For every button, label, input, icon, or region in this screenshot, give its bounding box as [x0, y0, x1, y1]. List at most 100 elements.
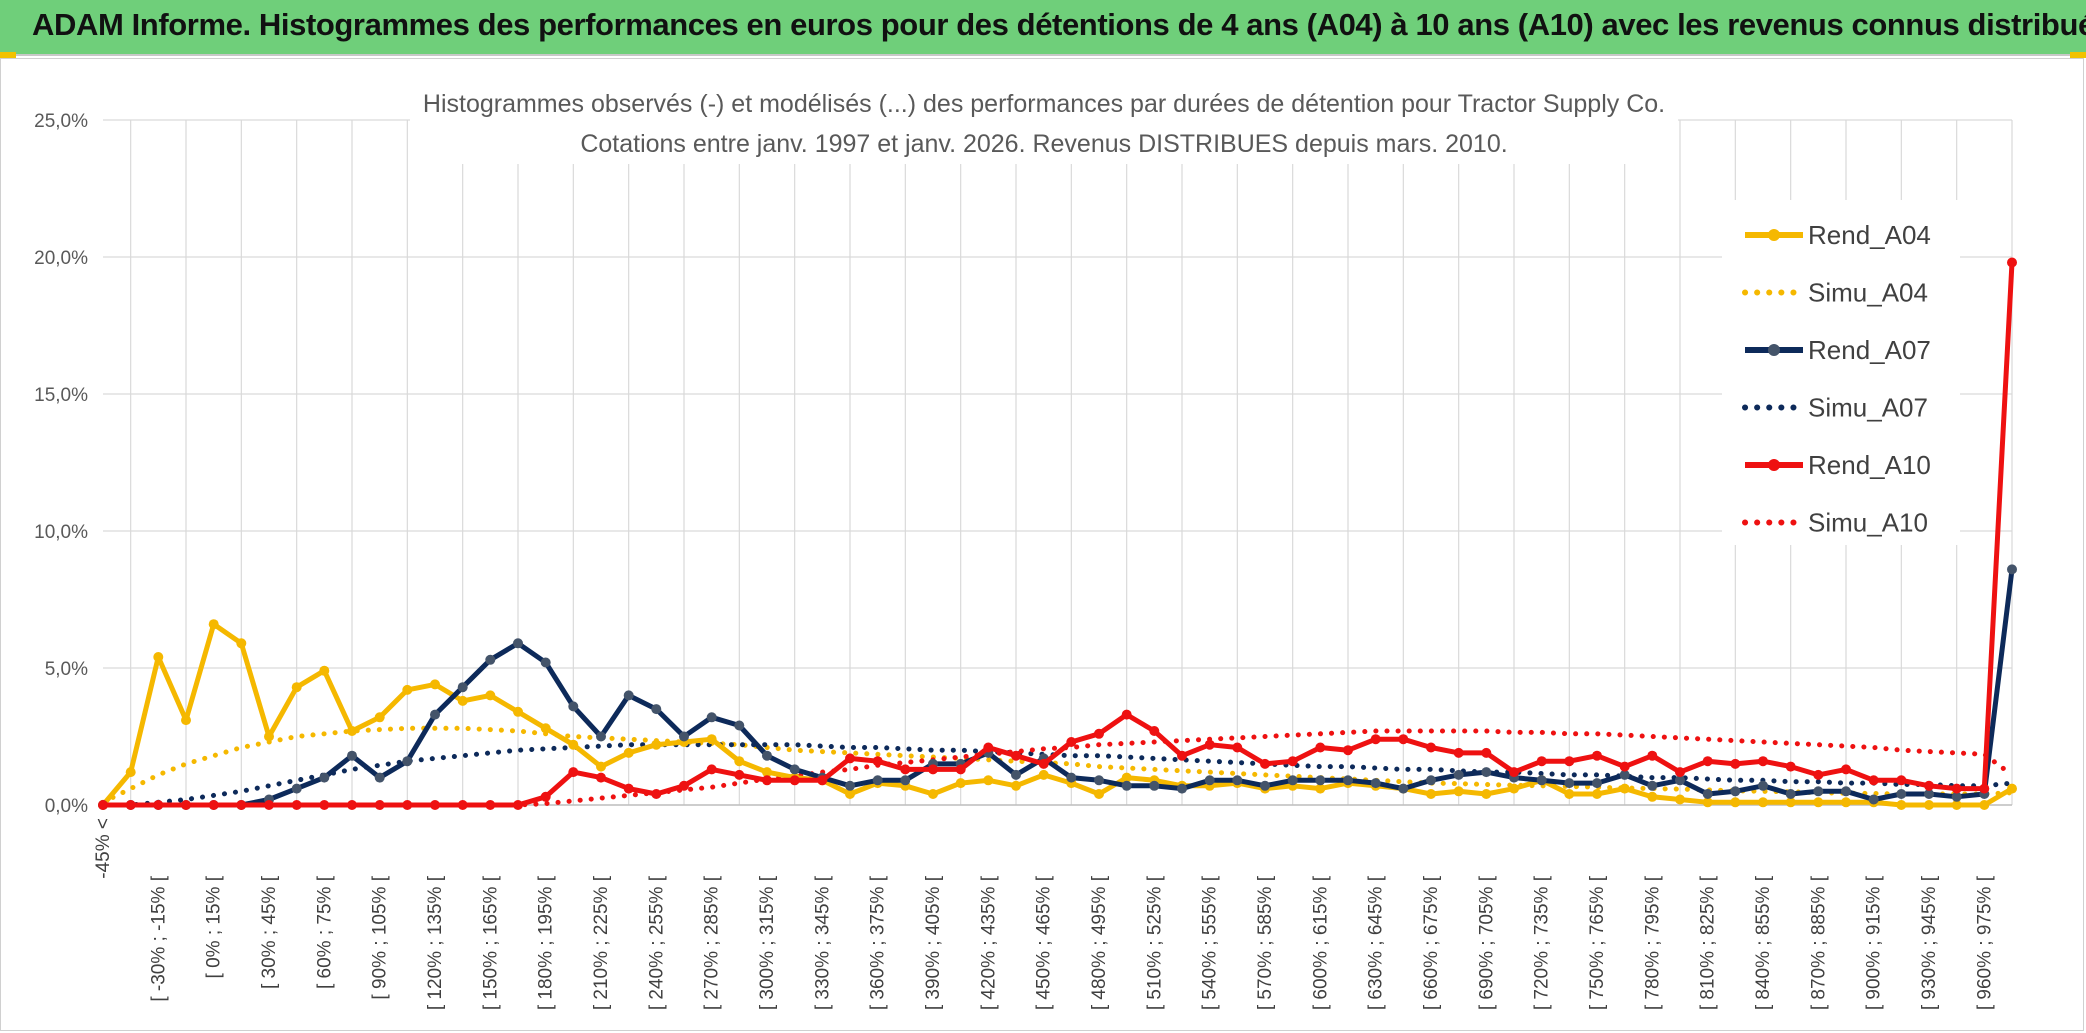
data-point-rend_a04 [402, 684, 413, 695]
data-point-rend_a07 [1343, 775, 1353, 786]
x-tick-label: [ 780% ; 795% [ [1642, 875, 1663, 1010]
data-point-rend_a10 [291, 800, 302, 810]
legend-label-rend_a10: Rend_A10 [1808, 450, 1931, 480]
data-point-rend_a10 [1232, 742, 1243, 753]
data-point-rend_a04 [374, 712, 385, 723]
data-point-rend_a07 [679, 731, 689, 742]
data-point-rend_a10 [374, 800, 385, 810]
data-point-rend_a07 [1149, 780, 1160, 791]
data-point-rend_a07 [1260, 780, 1270, 791]
series-line-simu_a07 [100, 742, 2015, 808]
data-point-rend_a10 [1619, 761, 1630, 772]
data-point-rend_a04 [1758, 797, 1768, 808]
data-point-rend_a10 [1702, 756, 1713, 767]
data-point-rend_a04 [955, 778, 966, 789]
data-point-rend_a04 [845, 789, 855, 799]
data-point-rend_a04 [208, 619, 219, 630]
data-point-rend_a07 [872, 775, 883, 786]
x-tick-label: [ 570% ; 585% [ [1255, 875, 1276, 1010]
data-point-rend_a04 [153, 652, 164, 662]
data-point-rend_a07 [1841, 786, 1851, 797]
data-point-rend_a10 [1315, 742, 1326, 753]
data-point-rend_a04 [1038, 769, 1049, 780]
data-point-rend_a07 [1702, 789, 1713, 799]
data-point-rend_a04 [1647, 791, 1658, 802]
data-point-rend_a07 [1924, 789, 1934, 799]
data-point-rend_a04 [1979, 800, 1990, 810]
data-point-rend_a04 [1675, 794, 1685, 805]
data-point-rend_a10 [789, 775, 800, 786]
data-point-rend_a10 [1038, 758, 1049, 769]
data-point-rend_a04 [1564, 789, 1575, 799]
data-point-rend_a04 [485, 690, 496, 701]
data-point-rend_a04 [540, 723, 551, 734]
data-point-rend_a10 [955, 764, 966, 775]
x-tick-label: [ 900% ; 915% [ [1864, 875, 1885, 1010]
x-tick-label: [ -30% ; -15% [ [148, 875, 169, 1001]
chart-frame [0, 58, 2084, 1031]
data-point-rend_a07 [1647, 780, 1658, 791]
data-point-rend_a10 [236, 800, 247, 810]
x-tick-label: [ 600% ; 615% [ [1310, 875, 1331, 1010]
data-point-rend_a04 [2007, 783, 2017, 794]
data-point-rend_a10 [817, 775, 828, 786]
data-point-rend_a07 [596, 731, 606, 742]
data-point-rend_a07 [291, 783, 302, 794]
data-point-rend_a10 [485, 800, 496, 810]
data-point-rend_a10 [1398, 734, 1409, 745]
data-point-rend_a10 [1066, 737, 1077, 747]
data-point-rend_a07 [513, 638, 523, 649]
data-point-rend_a07 [734, 720, 745, 731]
data-point-rend_a04 [1315, 783, 1326, 794]
data-point-rend_a04 [1924, 800, 1934, 810]
data-point-rend_a10 [1011, 750, 1021, 761]
data-point-rend_a10 [1647, 750, 1658, 761]
series-line-rend_a04 [101, 621, 2014, 808]
data-point-rend_a10 [762, 775, 772, 786]
data-point-rend_a07 [762, 750, 772, 761]
data-point-rend_a04 [1094, 789, 1104, 799]
data-point-rend_a10 [1979, 783, 1990, 794]
y-tick-label: 15,0% [34, 385, 88, 406]
data-point-rend_a04 [623, 747, 634, 758]
data-point-rend_a10 [1896, 775, 1907, 786]
data-point-rend_a10 [1592, 750, 1602, 761]
data-point-rend_a07 [651, 704, 662, 715]
data-point-rend_a10 [264, 800, 274, 810]
data-point-rend_a10 [1204, 739, 1215, 750]
data-point-rend_a04 [1785, 797, 1796, 808]
data-point-rend_a07 [1094, 775, 1104, 786]
corner-mark-left [0, 52, 16, 58]
data-point-rend_a10 [1785, 761, 1796, 772]
y-tick-label: 25,0% [34, 111, 88, 132]
data-point-rend_a04 [1619, 783, 1630, 794]
data-point-rend_a04 [1841, 797, 1851, 808]
data-point-rend_a04 [1702, 797, 1713, 808]
legend-label-simu_a07: Simu_A07 [1808, 393, 1928, 423]
x-tick-label: [ 870% ; 885% [ [1808, 875, 1829, 1010]
data-point-rend_a04 [1121, 772, 1132, 783]
data-point-rend_a04 [1481, 789, 1492, 799]
data-point-rend_a07 [1951, 791, 1962, 802]
x-tick-label: [ 450% ; 465% [ [1034, 875, 1055, 1010]
data-point-rend_a07 [402, 756, 413, 767]
data-point-rend_a10 [1287, 756, 1298, 767]
data-point-rend_a10 [513, 800, 523, 810]
series-line-rend_a07 [103, 569, 2015, 808]
data-point-rend_a10 [208, 800, 219, 810]
x-tick-label: [ 60% ; 75% [ [314, 875, 335, 989]
data-point-rend_a10 [1758, 756, 1768, 767]
data-point-rend_a07 [1066, 772, 1077, 783]
data-point-rend_a04 [983, 775, 994, 786]
data-point-rend_a07 [540, 657, 551, 668]
data-point-rend_a07 [623, 690, 634, 701]
data-point-rend_a07 [430, 709, 440, 720]
data-point-rend_a04 [762, 767, 772, 778]
data-point-rend_a04 [651, 739, 662, 750]
data-point-rend_a10 [319, 800, 330, 810]
data-point-rend_a04 [1730, 797, 1741, 808]
data-point-rend_a10 [1260, 758, 1270, 769]
data-point-rend_a07 [485, 654, 496, 665]
data-point-rend_a07 [1619, 769, 1630, 780]
